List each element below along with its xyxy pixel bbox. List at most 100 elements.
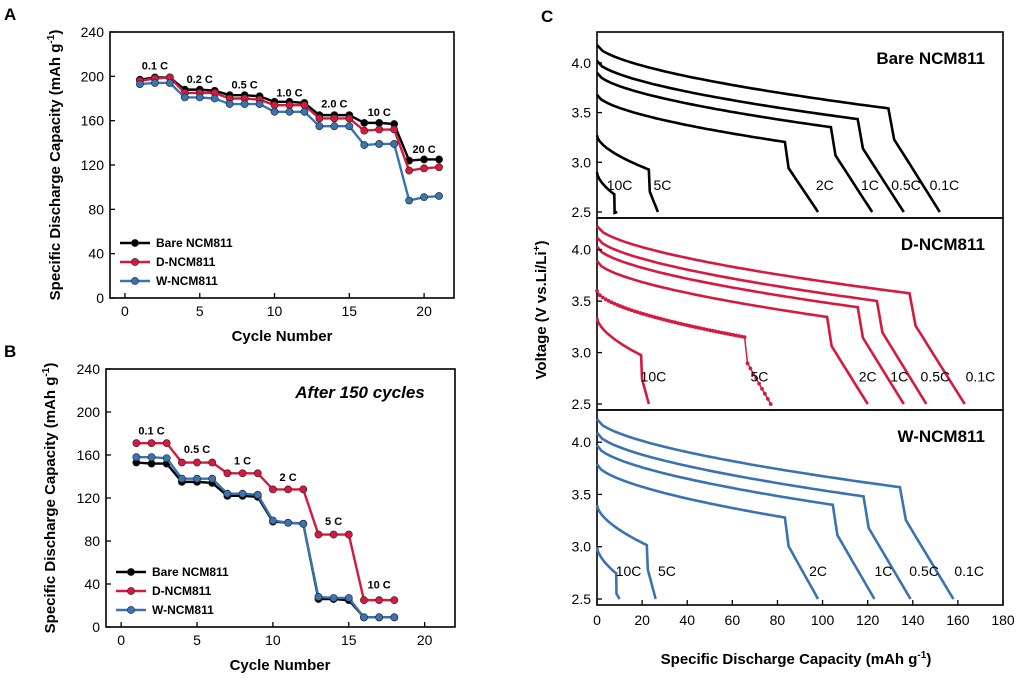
panelA-point [435, 155, 443, 164]
panelB-legend-label: W-NCM811 [152, 603, 214, 617]
panelB-point [314, 530, 323, 539]
panelB-legend-marker [127, 568, 135, 576]
panel-c-ylabel: Voltage (V vs.Li/Li+) [532, 241, 550, 380]
panelB-ytick-label: 80 [84, 533, 100, 549]
panel-c-curve-point [742, 335, 747, 339]
panel-c-xtick-label: 60 [725, 612, 741, 628]
panelA-point [225, 100, 234, 108]
panel-c-curve-point [626, 307, 631, 312]
panelB-point [269, 516, 277, 525]
panel-c-curve-point [621, 305, 625, 310]
panel-c-curve [595, 444, 876, 600]
panel-c-curve-point [612, 301, 617, 306]
panel-c-rate-label: 5C [658, 563, 676, 579]
panelB-ytick-label: 0 [92, 619, 100, 635]
panelA-legend-marker [131, 239, 139, 247]
panel-c-subplot-title: Bare NCM811 [876, 49, 985, 68]
panelB-point [375, 596, 384, 605]
panel-b-xlabel: Cycle Number [230, 657, 331, 674]
panel-c-rate-label: 1C [875, 563, 893, 579]
panel-c-curve-point [606, 298, 611, 303]
panel-c-curve-point [618, 304, 623, 308]
panel-a-xlabel: Cycle Number [232, 328, 333, 345]
panelA-ytick-label: 200 [81, 68, 105, 84]
panelB-xtick-label: 10 [265, 632, 281, 648]
panel-c-curve [596, 431, 912, 600]
panel-c-rate-label: 0.5C [891, 177, 921, 193]
panel-c-curve-point [713, 329, 718, 334]
panelA-ytick-label: 240 [81, 24, 105, 40]
panel-c-curve [596, 236, 928, 405]
panelA-rate-label: 2.0 C [321, 98, 347, 110]
panel-c-curve-point [705, 327, 709, 332]
panel-c-curve-point [693, 325, 698, 330]
panelB-legend-label: D-NCM811 [152, 584, 212, 598]
panelB-ytick-label: 240 [77, 361, 101, 377]
panel-label-b: B [4, 342, 16, 361]
panel-c-curve [595, 463, 820, 600]
panelB-point [344, 530, 353, 539]
panel-label-c: C [541, 7, 553, 26]
panelB-point [208, 474, 217, 483]
panelA-point [300, 101, 309, 110]
panelB-series-line [136, 441, 395, 602]
panelA-point [240, 100, 249, 108]
panel-c-curve-point [595, 288, 599, 293]
panel-c-ytick-label: 3.5 [572, 293, 592, 309]
panel-c-curve [595, 172, 618, 215]
panelA-rate-label: 0.2 C [187, 74, 213, 86]
panel-c-xtick-label: 160 [946, 612, 970, 628]
panel-c-xtick-label: 40 [679, 612, 695, 628]
panelA-ytick-label: 120 [81, 157, 105, 173]
panelA-point [195, 93, 204, 102]
panel-c-curve-point [731, 332, 735, 337]
panel-c-curve-point [638, 311, 643, 315]
panel-b-subtitle: After 150 cycles [294, 383, 424, 402]
panelA-point [255, 100, 264, 108]
panelB-xtick-label: 5 [193, 632, 201, 648]
panelB-point [238, 489, 247, 498]
panelA-point [360, 141, 369, 149]
panelB-point [132, 453, 141, 462]
panel-c-curve-point [725, 331, 730, 336]
panel-c-curve [596, 60, 905, 213]
panelB-series-line [136, 455, 395, 619]
panelB-point [329, 594, 338, 602]
panel-c-rate-label: 0.5C [921, 368, 951, 384]
panel-c-rate-label: 0.1C [966, 368, 996, 384]
panel-c-rate-label: 2C [859, 368, 877, 384]
panel-c-xtick-label: 100 [811, 612, 835, 628]
panelA-ytick-label: 0 [96, 290, 104, 306]
panelB-point [299, 519, 308, 528]
panelA-point [180, 93, 189, 102]
panel-c-curve-point [650, 314, 654, 319]
panelA-point [285, 101, 294, 110]
panelB-point [238, 469, 247, 478]
panel-c-curve-point [716, 330, 721, 334]
panelB-point [299, 485, 308, 494]
panel-c-rate-label: 0.1C [930, 177, 960, 193]
panel-c-chart: 0.1C 0.5C 1C 2C 5C 10C 0.1C 0.5C 1C 2C 5C 10C 0.1C 0.… [532, 31, 1015, 668]
panelA-xtick-label: 20 [416, 303, 432, 319]
panelB-ytick-label: 120 [77, 490, 101, 506]
panel-c-curve-point [739, 334, 744, 339]
panelA-point [420, 155, 428, 164]
panel-c-curve-point [702, 327, 707, 331]
panel-c-rate-label: 5C [653, 177, 671, 193]
panel-b-ylabel: Specific Discharge Capacity (mAh g-1) [41, 363, 59, 634]
panelA-rate-label: 1.0 C [276, 87, 302, 99]
panelB-point [162, 439, 171, 448]
panelB-point [162, 454, 171, 463]
panelB-rate-label: 0.5 C [184, 444, 210, 456]
panel-c-curve-point [719, 330, 724, 335]
panel-c-curve-point [624, 306, 628, 311]
panelA-point [315, 122, 324, 131]
panel-c-rate-label: 2C [809, 563, 827, 579]
panelB-point [344, 594, 353, 602]
panel-c-ytick-label: 2.5 [572, 204, 592, 220]
panelA-point [345, 122, 354, 131]
panelA-xtick-label: 15 [342, 303, 358, 319]
panel-c-curve [596, 245, 905, 405]
panelA-point [435, 192, 443, 200]
